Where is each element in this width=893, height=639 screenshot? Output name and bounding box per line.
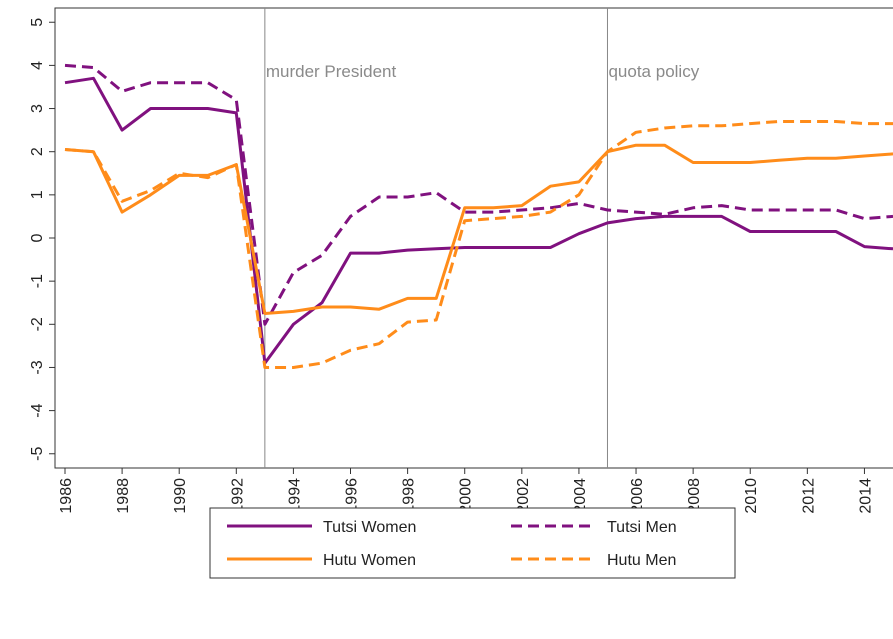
y-tick-label: -1 — [29, 274, 46, 288]
x-tick-label: 2004 — [572, 478, 589, 514]
plot-area — [54, 7, 893, 469]
x-tick-label: 2010 — [743, 478, 760, 514]
x-tick-label: 2012 — [800, 478, 817, 514]
legend-label: Tutsi Men — [607, 519, 677, 536]
y-tick-label: 4 — [29, 61, 46, 70]
y-tick-label: 5 — [29, 18, 46, 27]
series-line — [64, 143, 893, 315]
x-tick-label: 1998 — [401, 478, 418, 514]
x-tick-label: 1994 — [286, 478, 303, 514]
series-line — [64, 120, 893, 369]
legend-label: Hutu Women — [323, 552, 416, 569]
x-tick-label: 1992 — [229, 478, 246, 514]
y-tick-label: -5 — [29, 447, 46, 461]
x-tick-label: 2006 — [629, 478, 646, 514]
y-tick-label: -2 — [29, 317, 46, 331]
y-tick-label: -4 — [29, 403, 46, 417]
y-tick-label: 2 — [29, 147, 46, 156]
x-tick-label: 2014 — [857, 478, 874, 514]
series-line — [64, 63, 893, 326]
y-tick-label: 0 — [29, 233, 46, 242]
legend-box — [209, 507, 736, 579]
y-tick-label: -3 — [29, 360, 46, 374]
x-tick-label: 1996 — [344, 478, 361, 514]
annotation-label: quota policy — [608, 62, 699, 81]
annotation-label: murder President — [266, 62, 397, 81]
x-tick-label: 1986 — [58, 478, 75, 514]
series-line — [64, 76, 893, 365]
y-tick-label: 1 — [29, 190, 46, 199]
legend-label: Tutsi Women — [323, 519, 416, 536]
y-tick-label: 3 — [29, 104, 46, 113]
x-tick-label: 1990 — [172, 478, 189, 514]
legend-label: Hutu Men — [607, 552, 676, 569]
x-tick-label: 1988 — [115, 478, 132, 514]
x-tick-label: 2002 — [515, 478, 532, 514]
x-tick-label: 2000 — [458, 478, 475, 514]
x-tick-label: 2008 — [686, 478, 703, 514]
